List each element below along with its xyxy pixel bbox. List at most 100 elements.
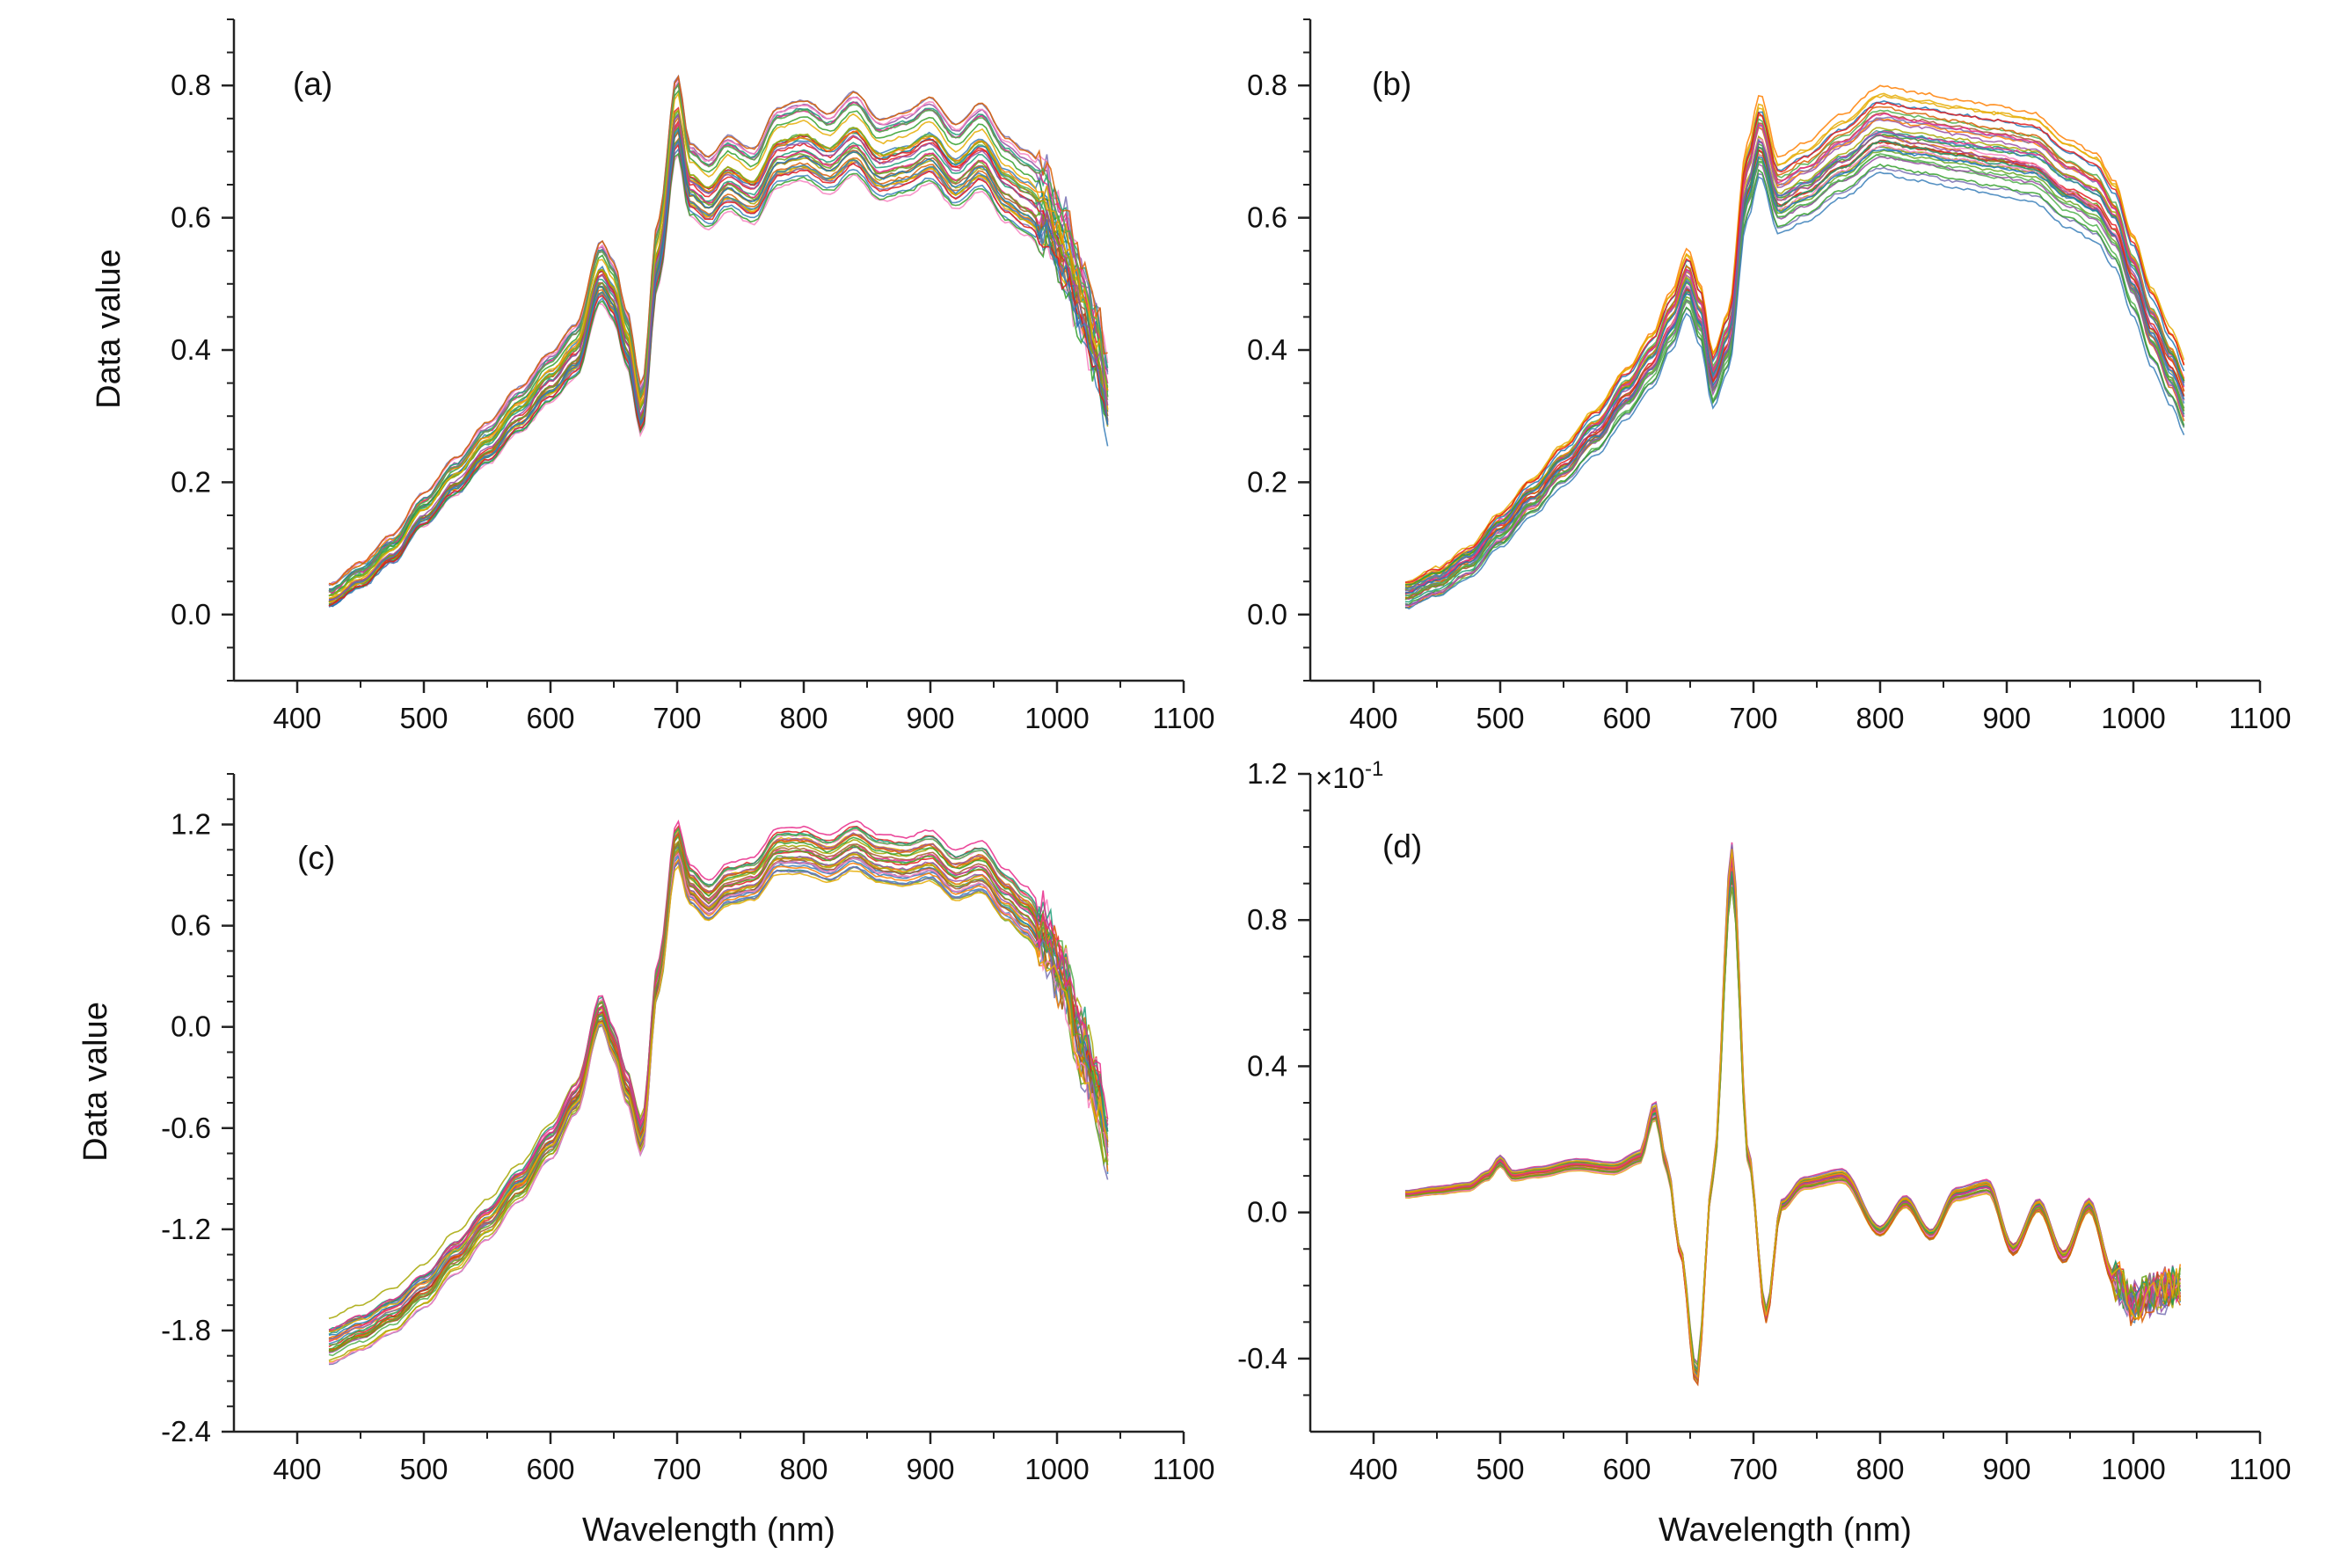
- spectrum-line-b: [1404, 134, 2185, 609]
- spectrum-line-d: [1404, 867, 2182, 1374]
- x-tick-label-b: 600: [1602, 702, 1651, 734]
- chart-panel-a: 400 500 600 700 800 900 1000 1100 0.0 0.2 0.4 0.6 0.…: [91, 18, 1214, 734]
- ticks-a: 400 500 600 700 800 900 1000 1100 0.0 0.2 0.4 0.6 0.…: [171, 18, 1214, 734]
- y-tick-label-d: 0.4: [1247, 1049, 1287, 1082]
- y-tick-label-b: 0.6: [1247, 201, 1287, 234]
- panel-label-b: (b): [1372, 66, 1411, 102]
- spectrum-line-b: [1405, 101, 2185, 583]
- spectrum-line-a: [328, 74, 1108, 586]
- y-axis-title-c: Data value: [77, 1002, 114, 1162]
- y-tick-label-b: 0.2: [1247, 465, 1287, 498]
- spectrum-line-d: [1404, 873, 2182, 1370]
- x-tick-label-d: 900: [1982, 1453, 2030, 1485]
- y-tick-label-b: 0.0: [1247, 598, 1287, 631]
- x-tick-label-d: 600: [1602, 1453, 1651, 1485]
- spectrum-line-a: [328, 83, 1109, 593]
- spectrum-line-d: [1404, 855, 2181, 1381]
- ticks-b: 400 500 600 700 800 900 1000 1100 0.0 0.2 0.4 0.6 0.…: [1247, 18, 2291, 734]
- y-tick-label-d: 0.0: [1247, 1196, 1287, 1229]
- y-tick-label-c: 0.0: [171, 1010, 211, 1043]
- spectrum-line-c: [328, 851, 1109, 1366]
- spectra-d: [1404, 842, 2182, 1387]
- spectrum-line-b: [1404, 148, 2185, 594]
- spectrum-line-a: [328, 143, 1109, 607]
- y-tick-label-d: -0.4: [1237, 1342, 1287, 1375]
- spectrum-line-a: [328, 128, 1109, 608]
- spectrum-line-d: [1404, 851, 2182, 1387]
- x-tick-label-b: 500: [1476, 702, 1524, 734]
- x-tick-label-a: 1000: [1024, 702, 1089, 734]
- y-tick-label-c: -2.4: [161, 1415, 211, 1448]
- ticks-c: 400 500 600 700 800 900 1000 1100 -2.4 -1.8 -1.2 -0…: [161, 773, 1215, 1485]
- x-tick-label-c: 700: [653, 1453, 701, 1485]
- spectrum-line-d: [1404, 877, 2181, 1375]
- y-tick-label-a: 0.8: [171, 69, 211, 101]
- spectrum-line-d: [1404, 880, 2182, 1367]
- spectrum-line-d: [1404, 846, 2181, 1382]
- spectrum-line-d: [1404, 881, 2182, 1370]
- spectrum-line-c: [328, 864, 1109, 1332]
- x-tick-label-d: 800: [1855, 1453, 1904, 1485]
- spectrum-line-d: [1404, 860, 2182, 1383]
- spectrum-line-a: [328, 125, 1109, 602]
- spectrum-line-b: [1404, 144, 2185, 594]
- x-tick-label-d: 1100: [2229, 1453, 2292, 1485]
- x-tick-label-a: 700: [653, 702, 701, 734]
- spectra-c: [328, 819, 1109, 1366]
- spectrum-line-d: [1404, 863, 2181, 1372]
- y-tick-label-d: 0.8: [1247, 903, 1287, 936]
- x-tick-label-c: 1100: [1153, 1453, 1215, 1485]
- y-tick-label-a: 0.6: [171, 201, 211, 234]
- spectrum-line-d: [1404, 842, 2182, 1381]
- spectrum-line-d: [1404, 862, 2181, 1377]
- spectrum-line-c: [328, 848, 1109, 1332]
- y-axis-title-a: Data value: [91, 249, 128, 409]
- axis-multiplier-d: ×10-1: [1316, 757, 1383, 794]
- y-tick-label-b: 0.8: [1247, 69, 1287, 101]
- spectrum-line-c: [328, 829, 1109, 1363]
- x-tick-label-b: 900: [1982, 702, 2030, 734]
- y-tick-label-c: 1.2: [171, 808, 211, 841]
- spectrum-line-a: [328, 108, 1109, 597]
- spectrum-line-a: [328, 139, 1109, 601]
- panel-label-a: (a): [293, 66, 332, 102]
- spectrum-line-d: [1404, 849, 2182, 1380]
- spectrum-line-d: [1404, 862, 2182, 1378]
- y-tick-label-c: -0.6: [161, 1112, 211, 1144]
- spectrum-line-a: [328, 91, 1109, 600]
- spectrum-line-b: [1404, 166, 2185, 606]
- spectrum-line-d: [1404, 857, 2182, 1375]
- panel-label-c: (c): [297, 840, 335, 876]
- spectrum-line-d: [1404, 881, 2181, 1371]
- spectrum-line-c: [328, 842, 1109, 1331]
- x-tick-label-b: 700: [1729, 702, 1777, 734]
- spectrum-line-d: [1404, 865, 2181, 1382]
- x-tick-label-c: 600: [526, 1453, 574, 1485]
- y-tick-label-a: 0.0: [171, 598, 211, 631]
- spectrum-line-d: [1404, 847, 2181, 1386]
- spectrum-line-c: [328, 846, 1109, 1357]
- x-tick-label-c: 800: [779, 1453, 827, 1485]
- spectrum-line-c: [329, 852, 1109, 1364]
- chart-panel-b: 400 500 600 700 800 900 1000 1100 0.0 0.2 0.4 0.6 0.…: [1247, 18, 2291, 734]
- spectrum-line-d: [1404, 844, 2181, 1380]
- spectrum-line-b: [1405, 106, 2185, 599]
- spectrum-line-b: [1404, 134, 2185, 607]
- y-tick-label-d: 1.2: [1247, 757, 1287, 790]
- spectrum-line-c: [328, 860, 1109, 1340]
- spectrum-line-d: [1404, 862, 2182, 1382]
- x-tick-label-d: 500: [1476, 1453, 1524, 1485]
- x-tick-label-d: 700: [1729, 1453, 1777, 1485]
- y-tick-label-c: -1.2: [161, 1213, 211, 1245]
- spectrum-line-c: [328, 819, 1109, 1343]
- spectrum-line-d: [1404, 885, 2181, 1365]
- spectrum-line-b: [1404, 163, 2185, 606]
- spectrum-line-a: [328, 152, 1109, 608]
- spectrum-line-c: [328, 851, 1109, 1353]
- spectrum-line-b: [1404, 156, 2185, 599]
- spectrum-line-b: [1404, 145, 2185, 594]
- x-tick-label-d: 400: [1349, 1453, 1397, 1485]
- spectrum-line-d: [1404, 871, 2182, 1372]
- spectrum-line-c: [328, 842, 1109, 1353]
